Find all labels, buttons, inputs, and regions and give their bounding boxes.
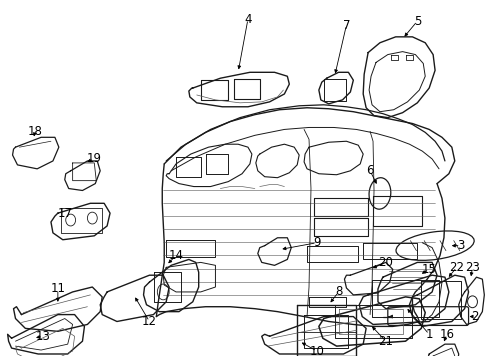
Text: 13: 13 xyxy=(36,330,50,343)
Text: 5: 5 xyxy=(413,15,420,28)
Text: 7: 7 xyxy=(342,18,349,32)
Text: 10: 10 xyxy=(309,345,324,357)
Text: 22: 22 xyxy=(448,261,463,274)
Text: 17: 17 xyxy=(57,207,72,220)
Text: 12: 12 xyxy=(142,315,157,328)
Text: 8: 8 xyxy=(334,285,342,298)
Text: 18: 18 xyxy=(28,125,42,138)
Text: 21: 21 xyxy=(378,335,392,348)
Text: 1: 1 xyxy=(425,328,432,341)
Text: 3: 3 xyxy=(456,239,464,252)
Text: 19: 19 xyxy=(87,153,102,166)
Text: 15: 15 xyxy=(421,263,436,276)
Text: 6: 6 xyxy=(366,164,373,177)
Text: 16: 16 xyxy=(439,328,453,341)
Text: 2: 2 xyxy=(470,310,477,323)
Text: 11: 11 xyxy=(50,283,65,296)
Text: 4: 4 xyxy=(244,13,251,26)
Text: 14: 14 xyxy=(168,249,183,262)
Text: 9: 9 xyxy=(312,236,320,249)
Text: 23: 23 xyxy=(464,261,479,274)
Text: 20: 20 xyxy=(378,256,392,269)
